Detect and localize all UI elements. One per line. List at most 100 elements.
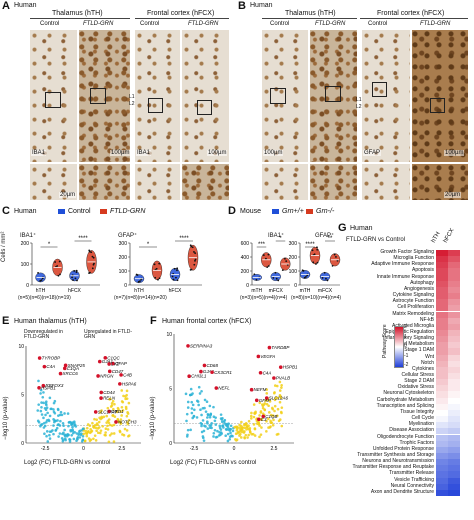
volcano-point — [48, 437, 52, 440]
x-tick-label: 0 — [233, 446, 236, 452]
pathway-label: Adaptive Immune Response — [371, 261, 434, 268]
volcano-point — [44, 402, 48, 405]
sig-gene-point — [63, 363, 68, 368]
volcano-point — [239, 428, 242, 431]
pathway-label: Vesicle Trafficking — [394, 476, 434, 483]
pathway-label: Astrocyte Function — [392, 298, 434, 305]
volcano-point — [247, 419, 251, 423]
volcano-point — [278, 400, 282, 404]
data-point — [175, 276, 177, 279]
panel-f-title: Human frontal cortex (hFCX) — [162, 318, 252, 325]
volcano-point — [238, 434, 241, 437]
data-point — [266, 266, 269, 269]
volcano-point — [46, 411, 49, 415]
volcano-point — [276, 407, 280, 411]
heatmap-cell — [448, 274, 460, 281]
volcano-point — [121, 409, 125, 412]
gene-label: VEGFA — [260, 354, 275, 359]
volcano-point — [204, 410, 208, 413]
panel-d-sub2: GFAP⁺ — [315, 233, 335, 239]
volcano-point — [108, 398, 111, 401]
pathway-label: Lipid Metabolism — [396, 341, 434, 348]
volcano-point — [259, 410, 263, 413]
volcano-point — [193, 408, 196, 412]
data-point — [157, 278, 159, 281]
volcano-point — [225, 422, 229, 426]
legend-wt-swatch — [272, 209, 279, 214]
volcano-point — [75, 432, 79, 435]
heatmap-cell — [436, 256, 448, 263]
heatmap-cell — [436, 409, 448, 417]
heatmap-cell — [448, 293, 460, 300]
heatmap-cell — [448, 385, 460, 392]
volcano-point — [259, 433, 263, 436]
volcano-point — [280, 384, 283, 387]
heatmap-cell — [448, 465, 460, 472]
data-point — [37, 271, 39, 274]
y-tick-label: 100 — [289, 269, 298, 275]
heatmap-cell — [436, 416, 448, 423]
panel-b-layer2: L2 — [356, 104, 362, 110]
x-tick-label: 0 — [82, 446, 85, 452]
volcano-point — [96, 423, 99, 427]
data-point — [306, 274, 309, 277]
volcano-point — [105, 414, 108, 418]
panel-g-label: G — [338, 222, 347, 234]
volcano-point — [265, 430, 268, 433]
panel-a-region-right: Frontal cortex (hFCX) — [147, 10, 215, 17]
y-tick-label: 0 — [294, 283, 297, 289]
gene-label: LYZ — [111, 361, 119, 366]
volcano-point — [268, 411, 271, 414]
volcano-point — [62, 431, 65, 435]
heatmap-cell — [448, 446, 460, 453]
data-point — [253, 273, 256, 276]
sig-gene-point — [41, 383, 46, 388]
panel-g-col1: hTH — [430, 231, 442, 244]
y-tick-label: 200 — [241, 269, 250, 275]
volcano-point — [84, 429, 88, 433]
data-point — [191, 246, 194, 249]
panel-f-volcano: -2.5 0 2.5 0 5 10 GJA1 SLC12A6 C4A NEFL PVALB NEFM S… — [166, 332, 298, 452]
pathway-label: Cytokines — [412, 365, 434, 372]
gene-label: SNAP25 — [68, 363, 86, 368]
volcano-point — [201, 419, 205, 422]
iba1-hfcx-ftld-image — [182, 30, 229, 162]
volcano-point — [40, 405, 43, 409]
volcano-point — [202, 439, 206, 442]
sig-gene-point — [93, 410, 98, 414]
legend-control-label: Control — [68, 208, 91, 215]
volcano-point — [77, 433, 80, 437]
volcano-point — [208, 426, 212, 429]
gene-label: CX3CR1 — [214, 370, 232, 375]
heatmap-cell — [436, 440, 448, 447]
heatmap-cell — [448, 391, 460, 398]
volcano-point — [208, 424, 211, 427]
pathway-scale-bar — [394, 326, 404, 368]
volcano-point — [104, 431, 107, 434]
volcano-point — [233, 425, 236, 429]
volcano-point — [45, 420, 48, 424]
gene-label: CD44 — [103, 390, 115, 395]
volcano-point — [238, 426, 242, 430]
volcano-point — [186, 406, 190, 409]
volcano-point — [59, 410, 63, 414]
sig-gene-point — [257, 417, 261, 422]
y-tick-label: 100 — [21, 262, 30, 268]
volcano-point — [267, 417, 270, 421]
volcano-point — [240, 420, 243, 424]
volcano-point — [68, 420, 72, 424]
volcano-point — [221, 424, 224, 428]
iba1-hfcx-control-zoom — [135, 164, 180, 200]
heatmap-cell — [448, 360, 460, 367]
volcano-point — [201, 407, 205, 410]
heatmap-cell — [448, 250, 460, 257]
volcano-point — [119, 420, 122, 424]
data-point — [315, 263, 317, 265]
volcano-point — [101, 424, 105, 428]
sig-gene-point — [202, 363, 207, 368]
volcano-point — [96, 431, 100, 435]
volcano-point — [190, 407, 194, 410]
panel-b-region-right: Frontal cortex (hFCX) — [377, 10, 445, 17]
volcano-point — [210, 422, 213, 425]
pathway-label: Notch — [420, 359, 434, 366]
